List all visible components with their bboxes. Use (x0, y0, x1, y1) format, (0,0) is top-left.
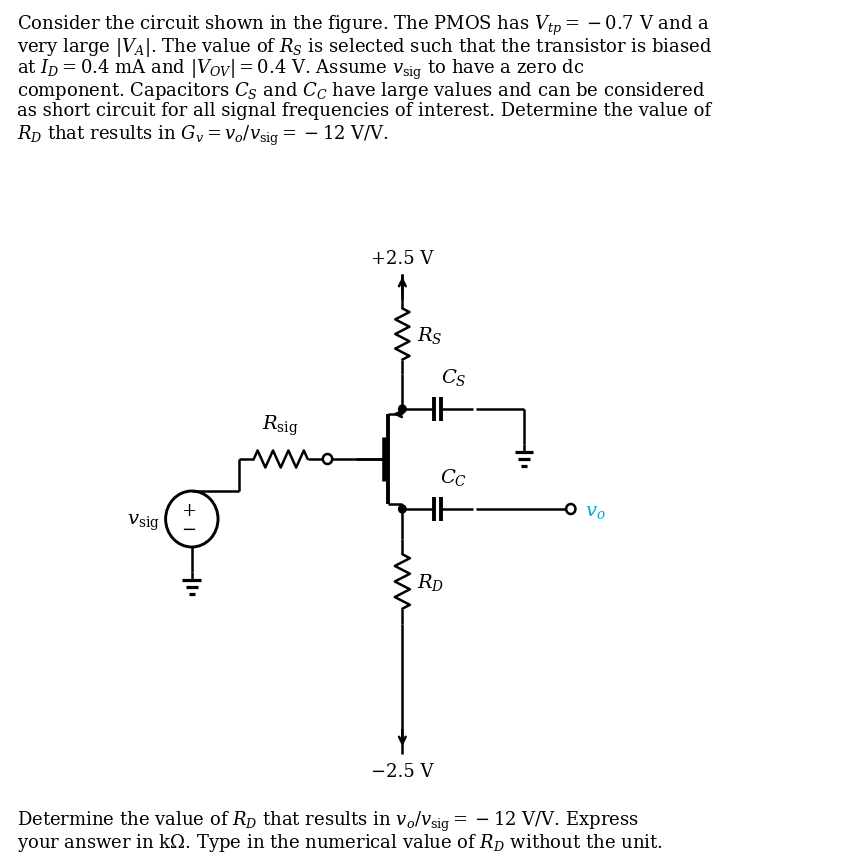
Text: −: − (181, 520, 197, 538)
Text: −2.5 V: −2.5 V (371, 762, 433, 780)
Circle shape (398, 505, 406, 513)
Text: very large $|V_A|$. The value of $R_S$ is selected such that the transistor is b: very large $|V_A|$. The value of $R_S$ i… (17, 36, 711, 59)
Text: +2.5 V: +2.5 V (371, 250, 433, 268)
Text: Determine the value of $R_D$ that results in $v_o/v_\mathrm{sig} = -12$ V/V. Exp: Determine the value of $R_D$ that result… (17, 809, 638, 833)
Text: $v_\mathrm{sig}$: $v_\mathrm{sig}$ (127, 512, 160, 532)
Text: component. Capacitors $C_S$ and $C_C$ have large values and can be considered: component. Capacitors $C_S$ and $C_C$ ha… (17, 80, 704, 102)
Circle shape (398, 406, 406, 413)
Text: Consider the circuit shown in the figure. The PMOS has $V_{tp} = -0.7$ V and a: Consider the circuit shown in the figure… (17, 14, 708, 38)
Text: as short circuit for all signal frequencies of interest. Determine the value of: as short circuit for all signal frequenc… (17, 102, 710, 120)
Text: $R_\mathrm{sig}$: $R_\mathrm{sig}$ (262, 413, 299, 437)
Text: $R_D$: $R_D$ (417, 572, 445, 592)
Text: $v_o$: $v_o$ (584, 503, 605, 520)
Text: $R_D$ that results in $G_v = v_o/v_\mathrm{sig} = -12$ V/V.: $R_D$ that results in $G_v = v_o/v_\math… (17, 124, 388, 148)
Text: $R_S$: $R_S$ (417, 324, 442, 345)
Text: your answer in k$\Omega$. Type in the numerical value of $R_D$ without the unit.: your answer in k$\Omega$. Type in the nu… (17, 831, 662, 853)
Text: +: + (181, 501, 197, 519)
Text: at $I_D = 0.4$ mA and $|V_{OV}| = 0.4$ V. Assume $v_\mathrm{sig}$ to have a zero: at $I_D = 0.4$ mA and $|V_{OV}| = 0.4$ V… (17, 58, 583, 82)
Text: $C_S$: $C_S$ (441, 367, 466, 387)
Text: $C_C$: $C_C$ (440, 467, 467, 487)
